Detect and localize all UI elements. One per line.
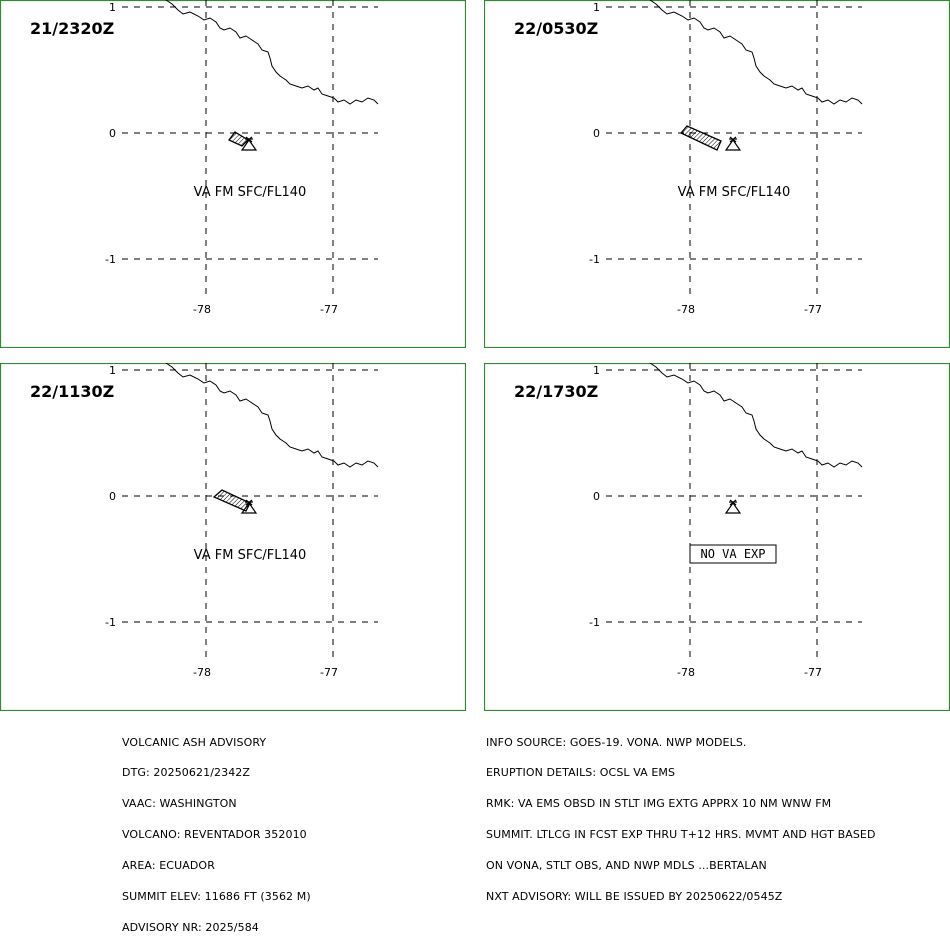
advisory-line: SUMMIT. LTLCG IN FCST EXP THRU T+12 HRS.…: [486, 828, 876, 842]
panel-frame: [484, 363, 950, 711]
advisory-line: ADVISORY NR: 2025/584: [122, 920, 259, 934]
latitude-label: -1: [105, 253, 116, 266]
latitude-label: 1: [109, 364, 116, 377]
latitude-label: -1: [105, 616, 116, 629]
forecast-time-title: 22/0530Z: [514, 19, 598, 38]
panel-frame: [484, 0, 950, 348]
longitude-label: -77: [320, 666, 338, 679]
longitude-label: -78: [193, 666, 211, 679]
latitude-label: -1: [589, 616, 600, 629]
advisory-line: DTG: 20250621/2342Z: [122, 766, 251, 780]
advisory-line: ERUPTION DETAILS: OCSL VA EMS: [486, 766, 676, 780]
advisory-line: NXT ADVISORY: WILL BE ISSUED BY 20250622…: [486, 890, 783, 904]
latitude-label: 1: [593, 364, 600, 377]
no-ash-expected-box: NO VA EXP: [689, 544, 777, 564]
forecast-panel-1: 1 0 -1 -78 -77 21/2320Z VA FM SFC/FL140: [0, 0, 466, 348]
latitude-label: -1: [589, 253, 600, 266]
forecast-time-title: 22/1730Z: [514, 382, 598, 401]
ash-level-label: VA FM SFC/FL140: [194, 548, 307, 563]
coastline: [649, 363, 863, 468]
volcano-triangle-icon: [240, 136, 258, 151]
ash-cloud-polygon: [679, 125, 722, 151]
latitude-label: 0: [593, 127, 600, 140]
advisory-line: ON VONA, STLT OBS, AND NWP MDLS ...BERTA…: [486, 859, 767, 873]
ash-cloud-polygon: [212, 489, 251, 512]
advisory-line: VAAC: WASHINGTON: [122, 797, 237, 811]
latitude-label: 0: [593, 490, 600, 503]
forecast-panel-3: 1 0 -1 -78 -77 22/1130Z VA FM SFC/FL140: [0, 363, 466, 711]
coastline: [165, 363, 379, 468]
longitude-label: -77: [320, 303, 338, 316]
ash-level-label: NO VA EXP: [700, 547, 765, 561]
map-svg: 1 0 -1 -78 -77 21/2320Z VA FM SFC/FL140: [0, 0, 466, 348]
forecast-panel-2: 1 0 -1 -78 -77 22/0530Z VA FM SFC/FL140: [484, 0, 950, 348]
latitude-label: 0: [109, 490, 116, 503]
advisory-line: SUMMIT ELEV: 11686 FT (3562 M): [122, 890, 311, 904]
ash-level-label: VA FM SFC/FL140: [194, 185, 307, 200]
advisory-line: RMK: VA EMS OBSD IN STLT IMG EXTG APPRX …: [486, 797, 832, 811]
advisory-details-right: INFO SOURCE: GOES-19. VONA. NWP MODELS. …: [486, 717, 876, 913]
volcano-triangle-icon: [724, 136, 742, 151]
ash-level-label: VA FM SFC/FL140: [678, 185, 791, 200]
advisory-line: INFO SOURCE: GOES-19. VONA. NWP MODELS.: [486, 735, 747, 749]
longitude-label: -78: [677, 303, 695, 316]
advisory-header-left: VOLCANIC ASH ADVISORY DTG: 20250621/2342…: [122, 717, 311, 944]
forecast-panel-4: 1 0 -1 -78 -77 22/1730Z NO VA EXP: [484, 363, 950, 711]
advisory-line: VOLCANIC ASH ADVISORY: [122, 735, 267, 749]
coastline: [165, 0, 379, 105]
map-svg: 1 0 -1 -78 -77 22/1130Z VA FM SFC/FL140: [0, 363, 466, 711]
volcano-triangle-icon: [724, 499, 742, 514]
panel-frame: [0, 363, 466, 711]
advisory-line: VOLCANO: REVENTADOR 352010: [122, 828, 307, 842]
map-svg: 1 0 -1 -78 -77 22/0530Z VA FM SFC/FL140: [484, 0, 950, 348]
coastline: [649, 0, 863, 105]
volcano-triangle-icon: [240, 499, 258, 514]
latitude-label: 0: [109, 127, 116, 140]
panel-frame: [0, 0, 466, 348]
longitude-label: -78: [193, 303, 211, 316]
latitude-label: 1: [109, 1, 116, 14]
map-svg: 1 0 -1 -78 -77 22/1730Z NO VA EXP: [484, 363, 950, 711]
forecast-time-title: 21/2320Z: [30, 19, 114, 38]
forecast-time-title: 22/1130Z: [30, 382, 114, 401]
latitude-label: 1: [593, 1, 600, 14]
longitude-label: -78: [677, 666, 695, 679]
longitude-label: -77: [804, 666, 822, 679]
longitude-label: -77: [804, 303, 822, 316]
advisory-line: AREA: ECUADOR: [122, 859, 215, 873]
